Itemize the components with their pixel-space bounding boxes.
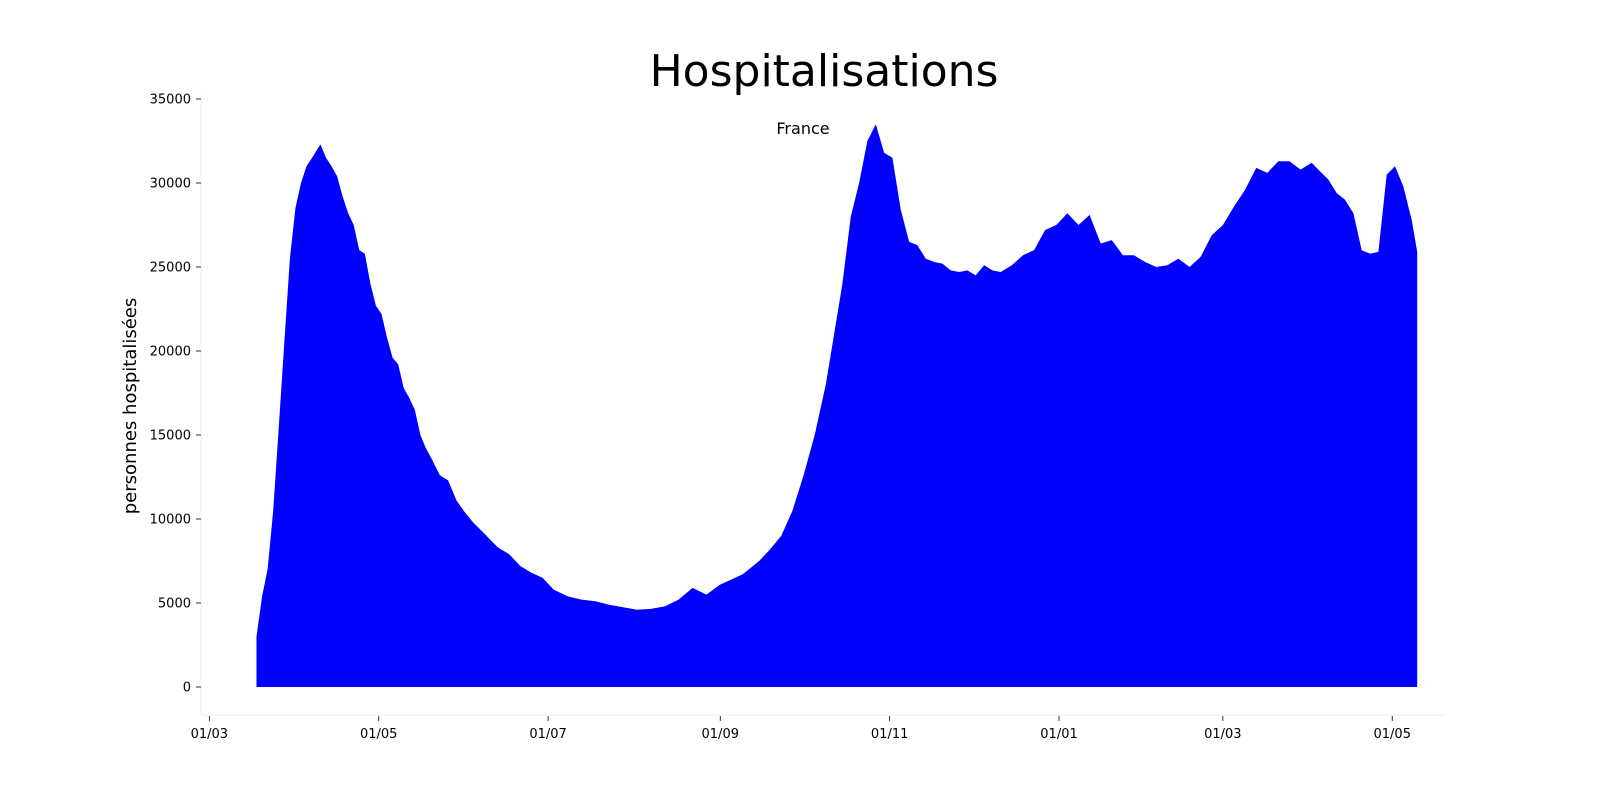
y-tick-label: 20000	[150, 345, 191, 360]
x-axis-ticks: 01/03 01/05 01/07 01/09 01/11 01/01 01/03 01/05	[191, 716, 1411, 742]
chart-subtitle: France	[776, 119, 829, 138]
x-tick-label: 01/01	[1040, 727, 1077, 742]
x-tick-label: 01/03	[191, 727, 228, 742]
y-axis-ticks: 0 5000 10000 15000 20000 25000 30000 35000	[150, 93, 201, 696]
chart-title: Hospitalisations	[650, 46, 999, 97]
x-tick-label: 01/05	[1374, 727, 1411, 742]
x-tick-label: 01/03	[1204, 727, 1241, 742]
x-tick-label: 01/09	[702, 727, 739, 742]
axis-spines	[200, 95, 1445, 716]
x-tick-label: 01/05	[360, 727, 397, 742]
y-tick-label: 35000	[150, 93, 191, 108]
y-tick-label: 30000	[150, 177, 191, 192]
y-tick-label: 25000	[150, 261, 191, 276]
hospitalisations-area	[256, 124, 1418, 687]
y-axis-label: personnes hospitalisées	[120, 298, 141, 515]
x-tick-label: 01/11	[871, 727, 908, 742]
x-tick-label: 01/07	[529, 727, 566, 742]
y-tick-label: 0	[183, 681, 191, 696]
y-tick-label: 10000	[150, 513, 191, 528]
y-tick-label: 5000	[158, 597, 191, 612]
y-tick-label: 15000	[150, 429, 191, 444]
